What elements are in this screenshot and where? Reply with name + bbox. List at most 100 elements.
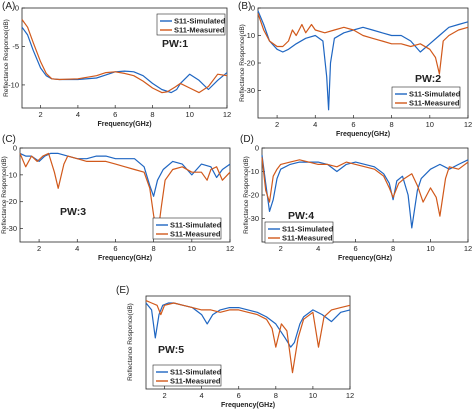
y-tick-label: -30 [6, 224, 17, 233]
y-axis-label: Reflectance Responce(dB) [1, 156, 8, 234]
x-tick-label: 2 [275, 120, 279, 129]
legend-label: S11-Measured [409, 99, 460, 108]
series-line-simulated [145, 302, 351, 348]
x-tick-label: 4 [200, 391, 204, 400]
chart-panel-5: 2 4 6 8 10 12 Frequency(GHz) Reflectance Respon… [116, 285, 354, 409]
x-axis-label: Frequency(GHz) [338, 255, 392, 262]
legend-label: S11-Measured [170, 377, 221, 386]
legend-label: S11-Simulated [170, 368, 222, 377]
y-tick-label: -10 [6, 170, 17, 179]
y-tick-label: -20 [248, 191, 259, 200]
x-tick-label: 12 [346, 391, 354, 400]
x-tick-label: 6 [237, 391, 241, 400]
y-tick-label: 0 [255, 144, 259, 153]
legend-label: S11-Simulated [170, 221, 222, 230]
x-axis-label: Frequency(GHz) [336, 131, 390, 138]
legend-label: S11-Simulated [174, 17, 226, 26]
panel-letter: (A) [2, 1, 15, 12]
y-tick-label: 0 [13, 144, 17, 153]
y-axis-label: Reflectance Responce(dB) [239, 24, 246, 102]
series-line-measured [145, 300, 351, 374]
x-tick-label: 6 [354, 244, 358, 253]
x-tick-label: 4 [75, 244, 79, 253]
legend-label: S11-Simulated [282, 225, 334, 234]
y-tick-label: -5 [12, 42, 19, 51]
x-tick-label: 8 [391, 244, 395, 253]
x-tick-label: 6 [113, 110, 117, 119]
x-tick-label: 12 [223, 110, 231, 119]
panel-letter: (C) [2, 134, 16, 145]
y-tick-label: -30 [248, 214, 259, 223]
x-tick-label: 2 [162, 391, 166, 400]
chart-panel-3: 2 4 6 8 10 12 -30 -20 -10 0 Frequency(GHz) Reflecta… [1, 134, 234, 262]
panel-label: PW:3 [60, 206, 86, 218]
x-tick-label: 8 [150, 110, 154, 119]
y-tick-label: -30 [244, 86, 255, 95]
legend-label: S11-Measured [174, 26, 225, 35]
legend-box [152, 364, 222, 387]
x-axis-label: Frequency(GHz) [97, 121, 151, 128]
x-axis-label: Frequency(GHz) [221, 402, 275, 409]
x-tick-label: 4 [313, 120, 317, 129]
y-tick-label: 0 [15, 4, 19, 13]
series-line-simulated [19, 152, 231, 197]
legend-label: S11-Simulated [409, 90, 461, 99]
series-line-simulated [21, 26, 228, 94]
y-axis-label: Reflectance Responce(dB) [3, 19, 10, 97]
panel-label: PW:2 [415, 73, 441, 85]
x-tick-label: 12 [226, 244, 234, 253]
y-tick-label: -10 [244, 31, 255, 40]
y-tick-label: -10 [8, 80, 19, 89]
x-tick-label: 12 [464, 120, 472, 129]
x-tick-label: 2 [37, 244, 41, 253]
y-tick-label: -20 [244, 59, 255, 68]
x-tick-label: 6 [351, 120, 355, 129]
legend-box [264, 221, 334, 244]
y-tick-label: -20 [6, 197, 17, 206]
chart-panel-2: 2 4 6 8 10 12 -30 -20 -10 0 Frequency(GHz) Reflecta… [238, 1, 472, 138]
panel-letter: (E) [116, 285, 129, 296]
x-tick-label: 10 [309, 391, 317, 400]
x-tick-label: 8 [274, 391, 278, 400]
legend-box [391, 86, 461, 109]
panel-label: PW:1 [162, 38, 188, 50]
series-line-simulated [261, 155, 469, 229]
series-line-measured [261, 157, 469, 217]
x-tick-label: 4 [316, 244, 320, 253]
series-line-simulated [257, 10, 469, 111]
chart-panel-1: 2 4 6 8 10 12 -10 -5 0 Frequency(GHz) Reflectance … [2, 1, 231, 128]
x-tick-label: 6 [113, 244, 117, 253]
series-line-measured [19, 152, 231, 238]
legend-box [152, 217, 222, 240]
y-axis-label: Reflectance Responce(dB) [243, 156, 250, 234]
x-tick-label: 12 [464, 244, 472, 253]
x-tick-label: 10 [186, 110, 194, 119]
series-line-measured [257, 13, 469, 75]
panel-label: PW:5 [158, 344, 184, 356]
x-tick-label: 8 [152, 244, 156, 253]
x-axis-label: Frequency(GHz) [98, 255, 152, 262]
panel-letter: (D) [240, 134, 254, 145]
x-tick-label: 4 [76, 110, 80, 119]
x-tick-label: 2 [279, 244, 283, 253]
series-line-measured [21, 19, 228, 94]
y-axis-label: Reflectance Responce(dB) [127, 303, 134, 381]
y-tick-label: 0 [251, 4, 255, 13]
panel-label: PW:4 [288, 210, 314, 222]
y-tick-label: -10 [248, 167, 259, 176]
x-tick-label: 10 [426, 244, 434, 253]
legend-label: S11-Measured [170, 230, 221, 239]
x-tick-label: 8 [390, 120, 394, 129]
panel-letter: (B) [238, 1, 251, 12]
x-tick-label: 10 [188, 244, 196, 253]
legend-box [156, 13, 226, 36]
legend-label: S11-Measured [282, 234, 333, 243]
x-tick-label: 10 [426, 120, 434, 129]
x-tick-label: 2 [39, 110, 43, 119]
